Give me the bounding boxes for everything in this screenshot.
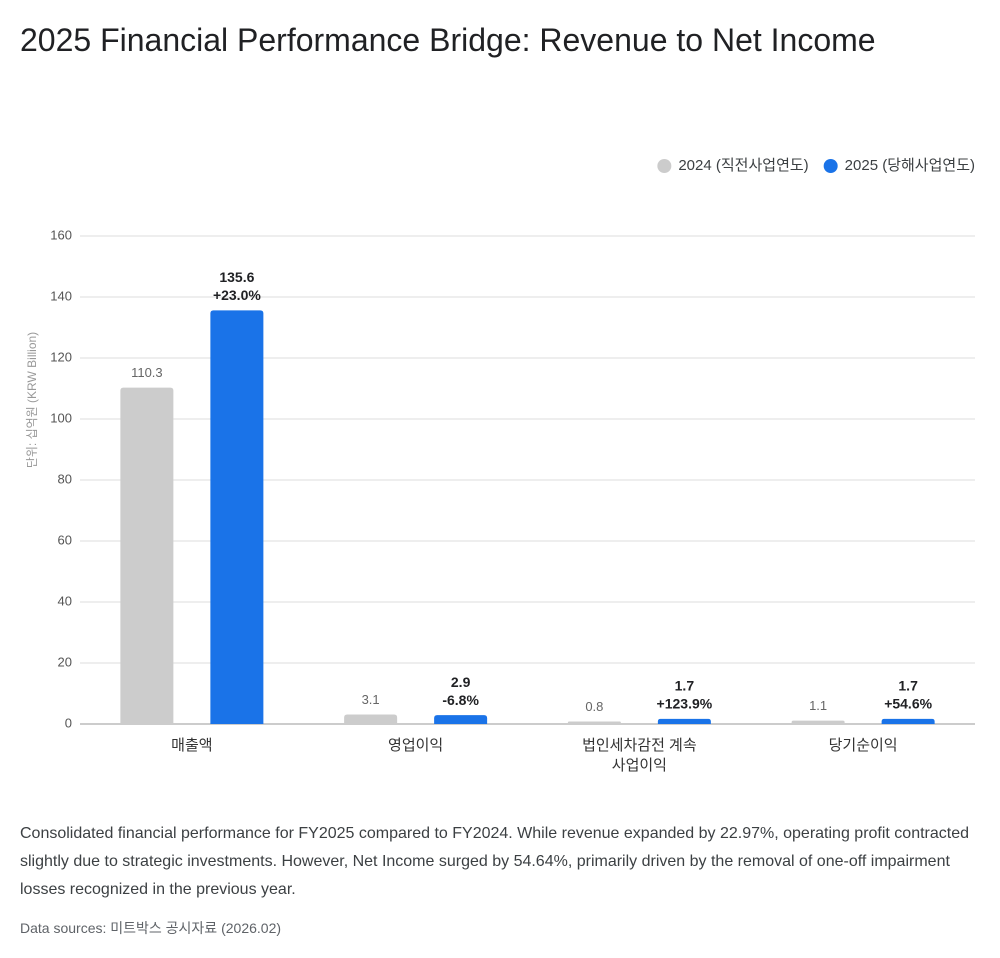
bar (791, 720, 845, 724)
x-tick-label: 영업이익 (388, 737, 444, 754)
bar (881, 718, 935, 724)
x-tick-label: 당기순이익 (828, 737, 898, 754)
source: Data sources: 미트박스 공시자료 (2026.02) (20, 920, 282, 936)
bar (567, 721, 621, 724)
y-tick-label: 140 (50, 288, 72, 303)
y-tick-label: 0 (65, 715, 72, 730)
y-tick-label: 100 (50, 410, 72, 425)
y-tick-label: 80 (58, 471, 72, 486)
change-label: +123.9% (657, 696, 713, 712)
x-tick-label: 매출액 (171, 737, 213, 754)
bar (434, 715, 488, 724)
value-label: 110.3 (131, 365, 163, 380)
value-label: 135.6 (219, 269, 254, 285)
bar (210, 310, 264, 724)
y-tick-label: 160 (50, 227, 72, 242)
bar (657, 718, 711, 724)
value-label: 1.7 (675, 678, 695, 694)
caption: Consolidated financial performance for F… (20, 825, 970, 898)
change-label: -6.8% (442, 692, 479, 708)
legend-marker (823, 159, 838, 173)
value-label: 0.8 (585, 699, 603, 714)
x-tick-label: 법인세차감전 계속사업이익 (582, 737, 697, 774)
y-tick-label: 40 (58, 593, 72, 608)
change-label: +54.6% (884, 696, 932, 712)
value-label: 2.9 (451, 674, 471, 690)
y-axis-label: 단위: 십억원 (KRW Billion) (25, 332, 39, 468)
y-tick-label: 20 (58, 654, 72, 669)
y-tick-label: 60 (58, 532, 72, 547)
value-label: 1.7 (898, 678, 918, 694)
bar (344, 714, 398, 724)
value-label: 1.1 (809, 698, 827, 713)
legend-marker (657, 159, 672, 173)
legend-label: 2024 (직전사업연도) (678, 157, 808, 174)
value-label: 3.1 (362, 692, 380, 707)
bar (120, 387, 174, 724)
legend-label: 2025 (당해사업연도) (845, 157, 975, 174)
chart-title: 2025 Financial Performance Bridge: Reven… (20, 22, 876, 58)
y-tick-label: 120 (50, 349, 72, 364)
change-label: +23.0% (213, 287, 261, 303)
